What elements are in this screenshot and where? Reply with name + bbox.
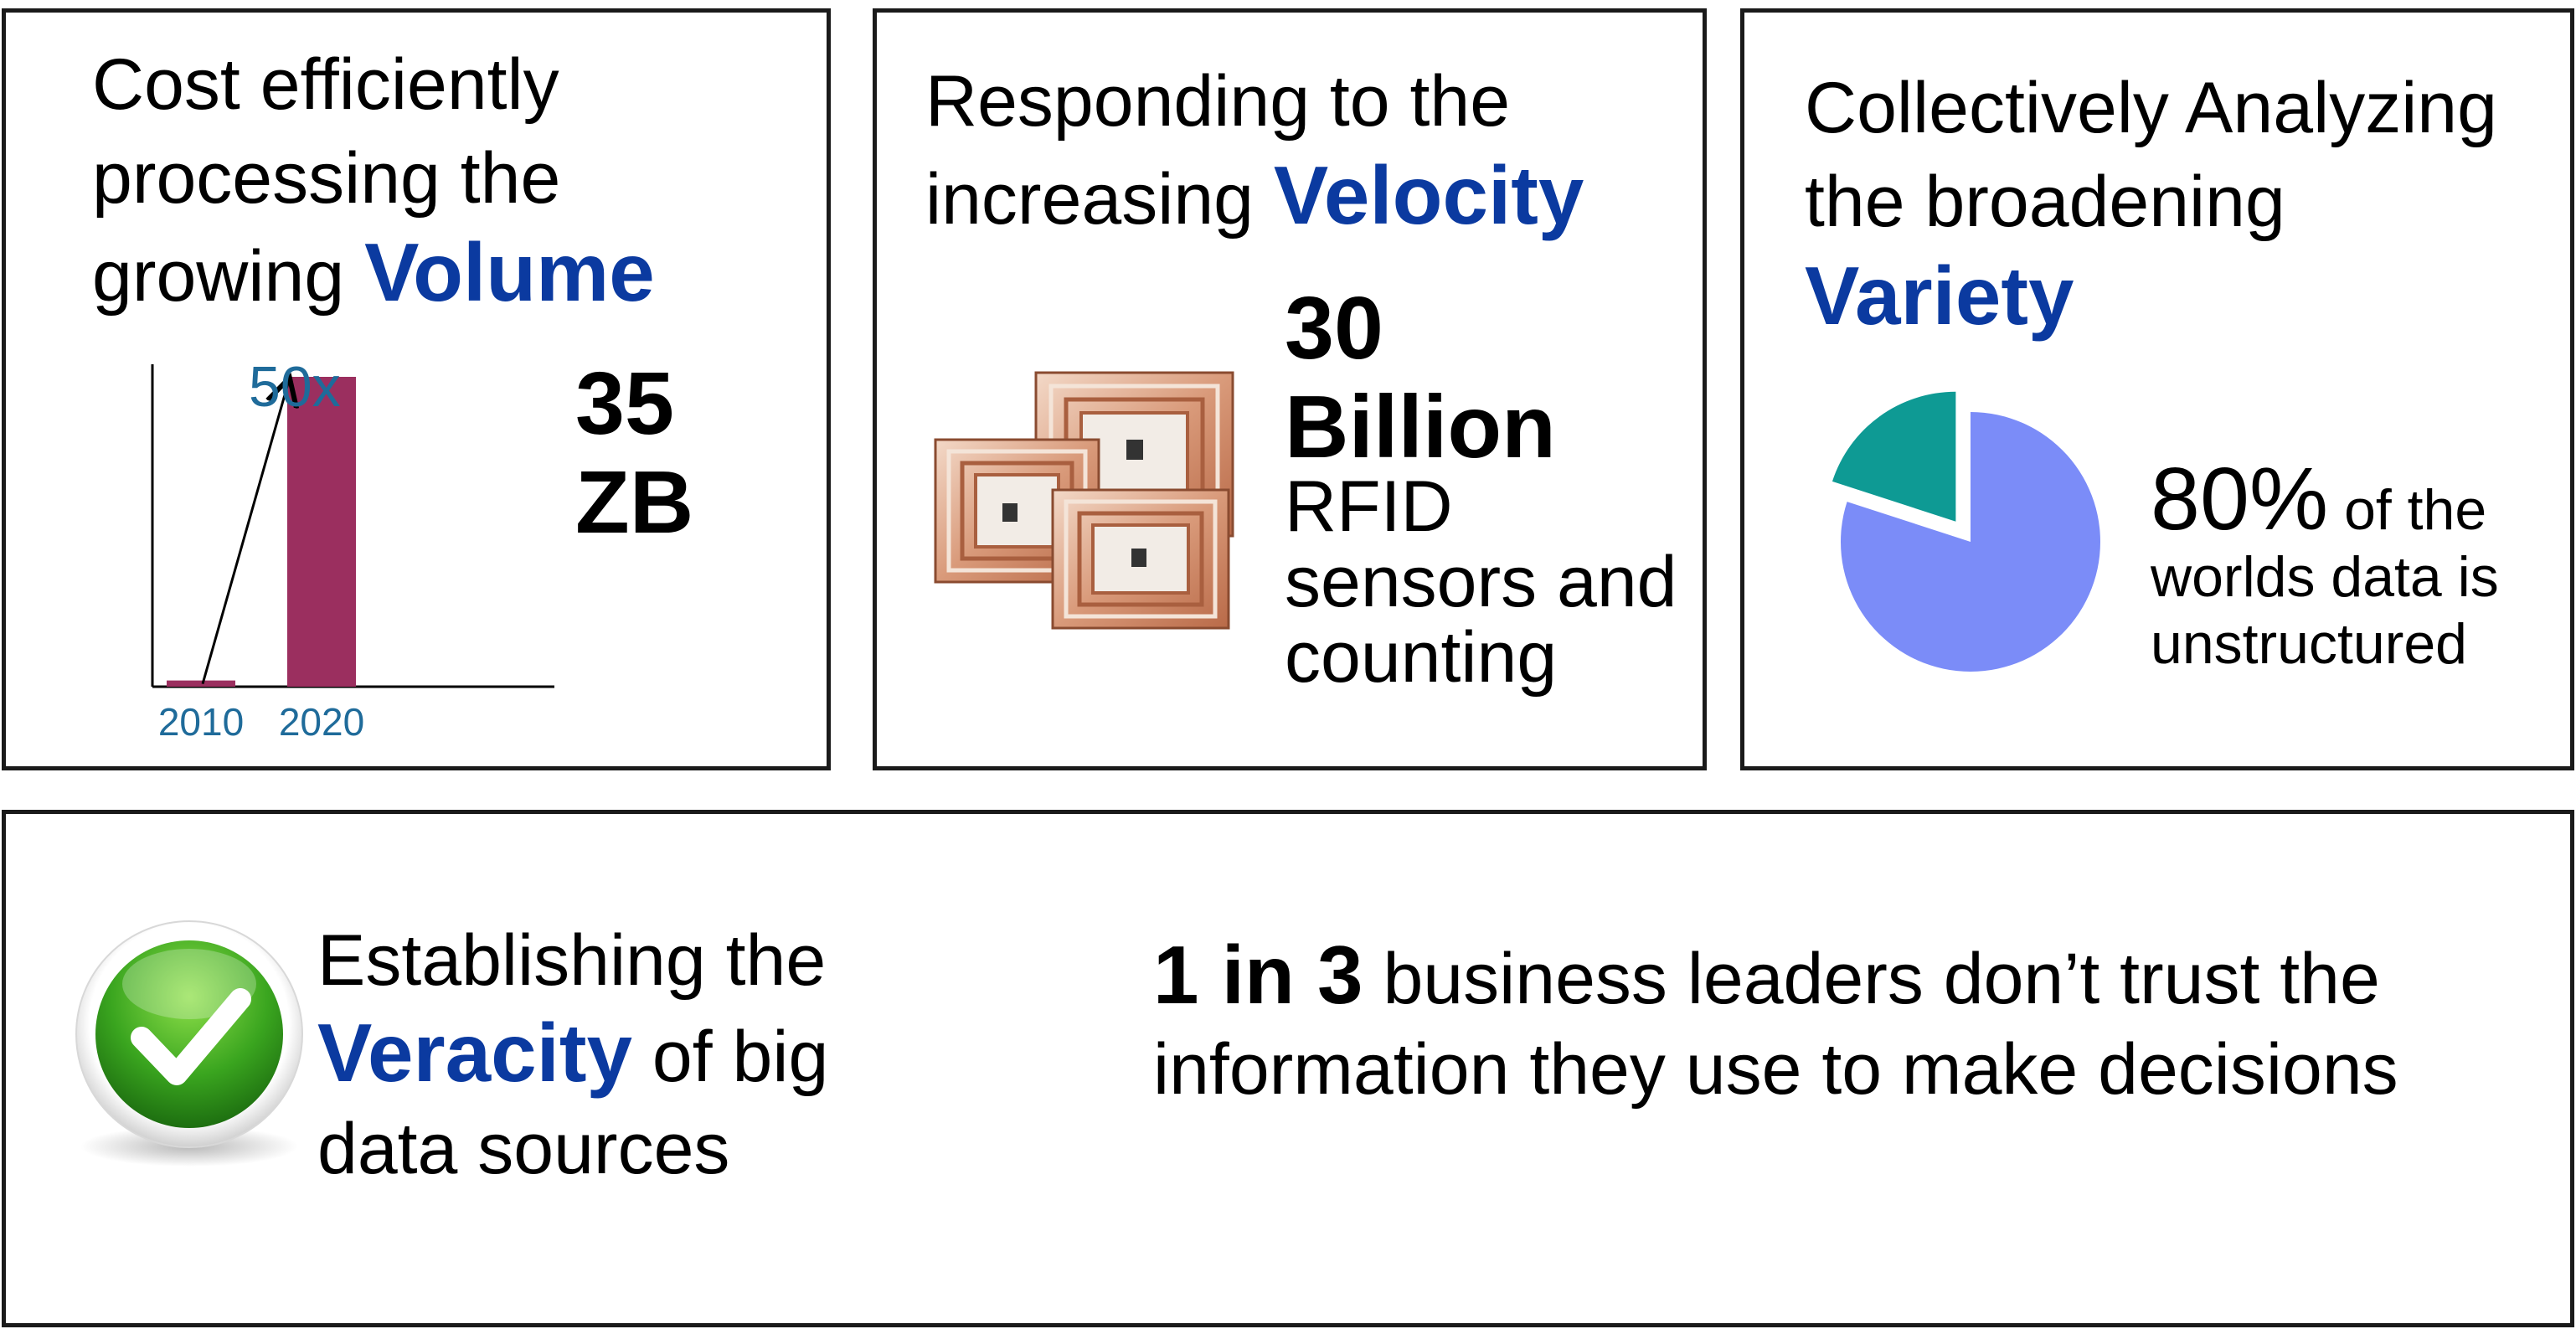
variety-keyword: Variety: [1805, 250, 2074, 342]
veracity-panel: Establishing the Veracity of big data so…: [2, 810, 2574, 1327]
veracity-stat: 1 in 3 business leaders don’t trust the …: [1153, 930, 2493, 1115]
pie-slice-structured: [1832, 391, 1956, 522]
volume-keyword: Volume: [364, 226, 655, 318]
veracity-stat-text: business leaders don’t trust the informa…: [1153, 939, 2398, 1110]
rfid-tag-front: [1051, 488, 1230, 630]
variety-stat-text: of the worlds data is unstructured: [2151, 478, 2499, 676]
variety-heading-text: Collectively Analyzing the broadening: [1805, 68, 2497, 242]
volume-panel: Cost efficiently processing the growing …: [2, 8, 831, 770]
velocity-description: RFID sensors and counting: [1285, 466, 1677, 698]
rfid-chip-icon: [934, 371, 1234, 630]
veracity-heading: Establishing the Veracity of big data so…: [317, 914, 987, 1195]
velocity-stat-unit: Billion: [1285, 378, 1556, 476]
veracity-stat-lead: 1 in 3: [1153, 929, 1363, 1021]
variety-stat-percent: 80%: [2151, 450, 2329, 549]
volume-stat-number: 35: [575, 354, 674, 453]
growth-annotation: 50x: [249, 355, 341, 419]
bar-2020: [287, 377, 356, 687]
variety-heading: Collectively Analyzing the broadening Va…: [1805, 61, 2558, 347]
bar-2010: [167, 680, 235, 687]
volume-heading-text: Cost efficiently processing the growing: [92, 44, 561, 317]
variety-panel: Collectively Analyzing the broadening Va…: [1740, 8, 2574, 770]
velocity-panel: Responding to the increasing Velocity: [873, 8, 1707, 770]
volume-stat-unit: ZB: [575, 453, 694, 552]
veracity-keyword: Veracity: [317, 1007, 632, 1099]
volume-stat: 35 ZB: [575, 354, 693, 552]
check-mark-icon: [75, 920, 303, 1167]
velocity-stat-number: 30: [1285, 279, 1383, 378]
tick-label-2020: 2020: [279, 700, 364, 744]
velocity-heading: Responding to the increasing Velocity: [925, 54, 1696, 246]
variety-pie-chart: [1832, 391, 2100, 672]
velocity-heading-text: Responding to the increasing: [925, 61, 1511, 240]
growth-arrow: [201, 380, 289, 685]
veracity-heading-text: Establishing the: [317, 920, 827, 1001]
velocity-stat: 30 Billion: [1285, 279, 1556, 476]
velocity-keyword: Velocity: [1273, 149, 1584, 241]
pie-slice-unstructured: [1841, 412, 2100, 672]
variety-stat: 80% of the worlds data is unstructured: [2151, 455, 2553, 677]
volume-heading: Cost efficiently processing the growing …: [92, 38, 821, 323]
tick-label-2010: 2010: [158, 700, 244, 744]
volume-bar-chart: 2010 2020 50x: [151, 355, 554, 744]
veracity-heading-tail: of big data sources: [317, 1017, 829, 1189]
